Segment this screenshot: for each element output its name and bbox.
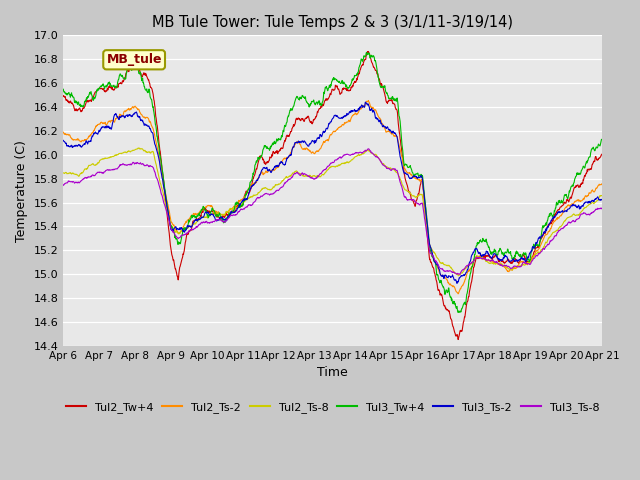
- Legend: Tul2_Tw+4, Tul2_Ts-2, Tul2_Ts-8, Tul3_Tw+4, Tul3_Ts-2, Tul3_Ts-8: Tul2_Tw+4, Tul2_Ts-2, Tul2_Ts-8, Tul3_Tw…: [61, 398, 604, 418]
- Title: MB Tule Tower: Tule Temps 2 & 3 (3/1/11-3/19/14): MB Tule Tower: Tule Temps 2 & 3 (3/1/11-…: [152, 15, 513, 30]
- X-axis label: Time: Time: [317, 366, 348, 379]
- Text: MB_tule: MB_tule: [106, 53, 162, 66]
- Y-axis label: Temperature (C): Temperature (C): [15, 140, 28, 241]
